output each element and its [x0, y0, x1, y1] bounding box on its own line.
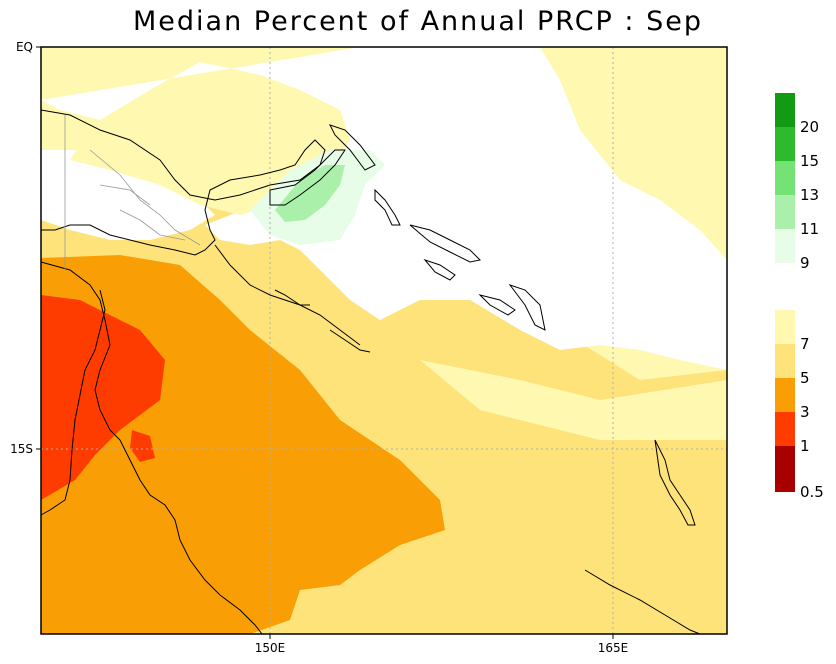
- coast-papua-tail: [214, 244, 361, 346]
- field-red-small: [130, 430, 155, 462]
- coast-new-caledonia: [584, 569, 701, 635]
- field-light-yellow-east: [420, 360, 727, 440]
- coast-solomons-1: [409, 224, 482, 263]
- lon-label-150e: 150E: [255, 641, 286, 655]
- coast-new-britain: [269, 149, 346, 206]
- coast-cape-york: [40, 289, 106, 516]
- axis-ticks: [36, 46, 614, 639]
- gridlines: [41, 47, 727, 634]
- colorbar-swatch-2: [775, 161, 795, 195]
- colorbar-label-8: 3: [800, 403, 810, 421]
- coast-vanuatu: [654, 439, 696, 526]
- colorbar-label-4: 9: [800, 254, 810, 272]
- colorbar-swatch-0: [775, 93, 795, 127]
- admin-borders: [64, 115, 201, 270]
- coastlines: [40, 109, 701, 635]
- map-title: Median Percent of Annual PRCP : Sep: [133, 6, 703, 37]
- colorbar-label-2: 13: [800, 186, 819, 204]
- colorbar-label-9: 1: [800, 437, 810, 455]
- colorbar-swatch-10: [775, 446, 795, 492]
- coast-solomons-4: [508, 284, 546, 331]
- colorbar-label-1: 15: [800, 152, 819, 170]
- colorbar-label-0: 20: [800, 118, 819, 136]
- colorbar-swatch-1: [775, 127, 795, 161]
- field-white-west: [41, 150, 215, 240]
- colorbar-label-3: 11: [800, 220, 819, 238]
- colorbar-swatch-9: [775, 412, 795, 446]
- colorbar-swatch-8: [775, 378, 795, 412]
- lat-label-eq: EQ: [16, 40, 33, 54]
- plot-frame: [40, 46, 728, 635]
- colorbar-label-10: 0.5: [800, 483, 824, 501]
- colorbar: 20 15 13 11 9 7 5 3 1 0.5: [775, 93, 824, 501]
- colorbar-label-6: 7: [800, 335, 810, 353]
- coast-solomons-3: [478, 294, 516, 316]
- coast-bougainville: [374, 188, 401, 226]
- field-green: [275, 165, 345, 222]
- colorbar-swatch-4: [775, 229, 795, 263]
- colorbar-label-7: 5: [800, 369, 810, 387]
- lon-label-165e: 165E: [598, 641, 629, 655]
- colorbar-swatch-7: [775, 344, 795, 378]
- lat-label-15s: 15S: [10, 442, 33, 456]
- field-light-yellow-ng: [70, 140, 300, 215]
- colorbar-swatch-3: [775, 195, 795, 229]
- coast-png-islands: [274, 289, 371, 353]
- colorbar-swatch-6: [775, 310, 795, 344]
- coast-new-guinea: [40, 109, 326, 256]
- coast-new-ireland: [329, 124, 376, 171]
- coast-solomons-2: [423, 258, 456, 281]
- coast-australia-ne: [40, 261, 263, 635]
